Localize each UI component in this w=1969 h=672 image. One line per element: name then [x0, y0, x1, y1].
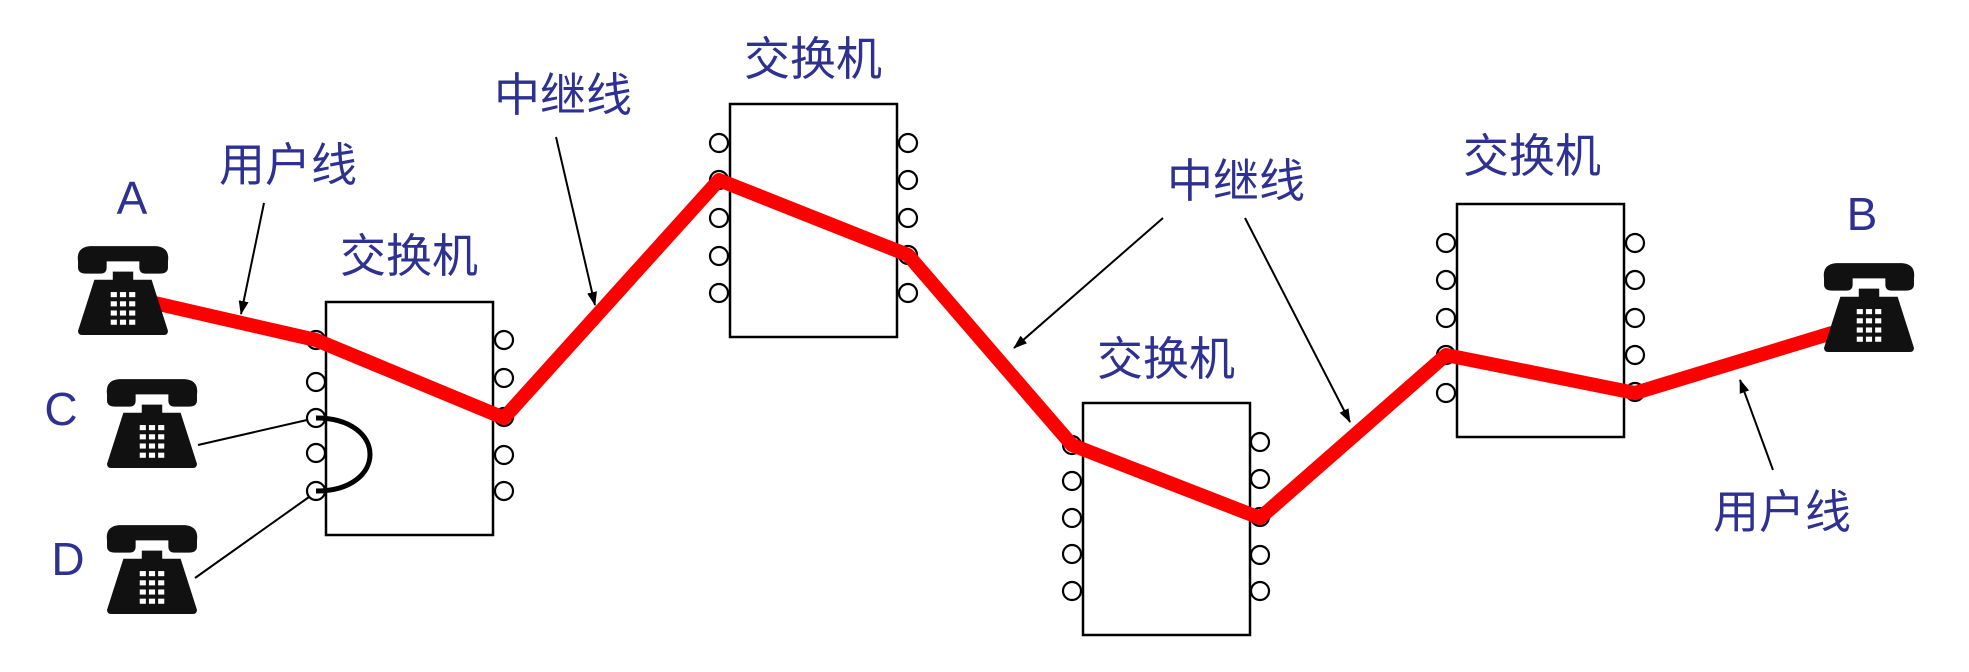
telephone-d: D: [51, 525, 198, 614]
telephone-label: B: [1847, 188, 1878, 240]
telephone-a: A: [77, 172, 169, 335]
telephone-icon: [106, 379, 198, 468]
local-loop-wire: [315, 415, 373, 494]
switch-ports-left: [708, 132, 730, 304]
switch-ports-right: [1624, 232, 1646, 403]
switch-ports-left: [1061, 434, 1083, 602]
user-line-c: [197, 419, 308, 446]
telephone-label: D: [51, 533, 84, 585]
switch-box: [1081, 401, 1252, 637]
trunk-label-left: 中继线: [494, 68, 632, 122]
user-line-left-arrow: [238, 202, 265, 315]
telephone-c: C: [44, 379, 198, 468]
switch-box: [324, 300, 495, 537]
switch-ports-left: [1435, 232, 1457, 404]
telephone-label: A: [117, 172, 148, 224]
switch-label: 交换机: [744, 32, 882, 86]
telephone-icon: [1823, 263, 1915, 352]
user-line-label-left: 用户线: [219, 138, 357, 192]
trunk-left-arrow: [555, 136, 597, 306]
trunk-right-arrow-2: [1244, 217, 1351, 423]
switch-label: 交换机: [1097, 332, 1235, 386]
telephone-b: B: [1823, 188, 1915, 352]
switch-box: [1455, 202, 1626, 439]
switch-4: 交换机: [1435, 129, 1646, 439]
telephone-icon: [77, 246, 169, 335]
switch-label: 交换机: [1463, 129, 1601, 183]
user-line-right-arrow: [1739, 379, 1774, 471]
switch-3: 交换机: [1061, 332, 1271, 637]
circuit-path: [143, 173, 1839, 525]
trunk-label-right: 中继线: [1167, 154, 1305, 208]
telephone-label: C: [44, 383, 77, 435]
user-line-label-right: 用户线: [1713, 485, 1851, 539]
user-line-d: [194, 496, 310, 579]
switch-ports-right: [897, 132, 919, 304]
telephone-icon: [106, 525, 198, 614]
trunk-right-arrow-1: [1013, 217, 1164, 349]
switch-label: 交换机: [340, 229, 478, 283]
